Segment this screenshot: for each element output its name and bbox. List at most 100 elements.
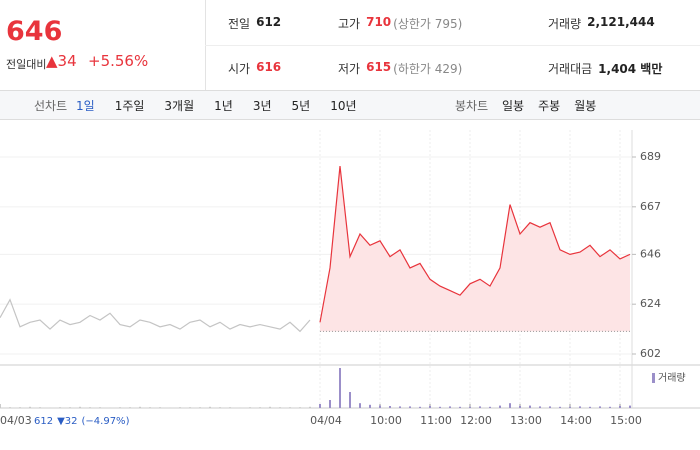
info-label: 저가	[338, 62, 361, 76]
volume-bar	[139, 406, 141, 408]
price-line	[319, 165, 631, 323]
candle-tab[interactable]: 일봉	[502, 99, 525, 113]
volume-bar	[589, 406, 591, 408]
volume-bar	[449, 406, 451, 408]
volume-bar	[9, 407, 11, 408]
y-tick-label: 689	[640, 150, 661, 163]
period-tab[interactable]: 3개월	[164, 99, 195, 113]
x-tick-label: 10:00	[370, 414, 402, 427]
volume-bar	[179, 407, 181, 408]
x-tick-label: 04/03	[0, 414, 32, 427]
volume-bar	[629, 405, 631, 408]
info-label: 시가	[228, 62, 251, 76]
volume-bar	[19, 407, 21, 408]
info-value: 1,404 백만	[598, 62, 663, 76]
volume-bar	[289, 407, 291, 408]
volume-bar	[329, 400, 331, 408]
volume-bar	[569, 406, 571, 408]
volume-bar	[339, 368, 341, 408]
volume-bar	[539, 406, 541, 408]
change-label: 전일대비	[6, 58, 47, 71]
info-value: 2,121,444	[587, 15, 655, 29]
info-note: (하한가 429)	[393, 62, 463, 76]
change: ▲34	[46, 52, 77, 70]
volume-bar	[299, 407, 301, 408]
volume-bar	[379, 405, 381, 408]
volume-bar	[399, 406, 401, 408]
prev-close-price: 612	[34, 416, 53, 427]
period-tab[interactable]: 1주일	[114, 99, 145, 113]
tab-bar	[0, 90, 700, 120]
volume-bar	[269, 406, 271, 408]
volume-bar	[419, 406, 421, 408]
volume-bar	[359, 403, 361, 408]
period-tab[interactable]: 5년	[291, 99, 311, 113]
period-tab[interactable]: 1년	[214, 99, 233, 113]
volume-bar	[69, 407, 71, 408]
price: 646	[6, 16, 63, 47]
volume-bar	[529, 405, 531, 408]
volume-bar	[189, 407, 191, 408]
volume-bar	[609, 406, 611, 408]
volume-bar	[559, 406, 561, 408]
prev-close-change: ▼32	[57, 416, 77, 427]
volume-bar	[159, 407, 161, 408]
volume-bar	[309, 406, 311, 408]
x-tick-label: 04/04	[310, 414, 342, 427]
volume-bar	[579, 406, 581, 408]
info-label: 전일	[228, 17, 251, 31]
legend-label: 거래량	[658, 372, 686, 384]
volume-bar	[619, 406, 621, 408]
volume-bar	[119, 407, 121, 408]
info-label: 고가	[338, 17, 361, 31]
x-tick-label: 13:00	[510, 414, 542, 427]
area	[320, 166, 630, 332]
period-tab[interactable]: 3년	[252, 99, 272, 113]
volume-bar	[79, 406, 81, 408]
y-tick-label: 624	[640, 297, 661, 310]
volume-bar	[129, 407, 131, 408]
volume-bar	[439, 406, 441, 408]
volume-bar	[259, 407, 261, 408]
info-value: 612	[256, 15, 282, 29]
volume-bar	[199, 407, 201, 408]
volume-bar	[39, 407, 41, 408]
price-line	[0, 298, 311, 333]
divider	[205, 45, 700, 46]
volume-bar	[389, 406, 391, 408]
volume-bar	[219, 407, 221, 408]
period-tab[interactable]: 1일	[76, 99, 95, 113]
y-tick-label: 646	[640, 247, 661, 260]
period-tab[interactable]: 10년	[330, 99, 357, 113]
candle-tab[interactable]: 주봉	[538, 99, 561, 113]
info-label: 거래량	[548, 17, 582, 31]
volume-bar	[599, 406, 601, 408]
x-tick-label: 14:00	[560, 414, 592, 427]
volume-bar	[459, 406, 461, 408]
volume-bar	[349, 392, 351, 408]
volume-bar	[479, 406, 481, 408]
volume-bar	[319, 404, 321, 408]
volume-bar	[429, 406, 431, 408]
volume-bar	[59, 407, 61, 408]
volume-bar	[369, 404, 371, 408]
volume-bar	[0, 406, 1, 408]
tab-label: 봉차트	[455, 99, 489, 113]
volume-bar	[229, 407, 231, 408]
x-tick-label: 15:00	[610, 414, 642, 427]
info-note: (상한가 795)	[393, 17, 463, 31]
volume-bar	[549, 406, 551, 408]
change-pct: +5.56%	[88, 52, 149, 70]
volume-bar	[249, 407, 251, 408]
volume-bar	[149, 407, 151, 408]
volume-bar	[409, 406, 411, 408]
x-tick-label: 11:00	[420, 414, 452, 427]
volume-bar	[89, 407, 91, 408]
volume-bar	[519, 406, 521, 408]
y-tick-label: 667	[640, 200, 661, 213]
candle-tab[interactable]: 월봉	[574, 99, 597, 113]
info-label: 거래대금	[548, 62, 593, 76]
volume-bar	[29, 406, 31, 408]
volume-bar	[209, 406, 211, 408]
